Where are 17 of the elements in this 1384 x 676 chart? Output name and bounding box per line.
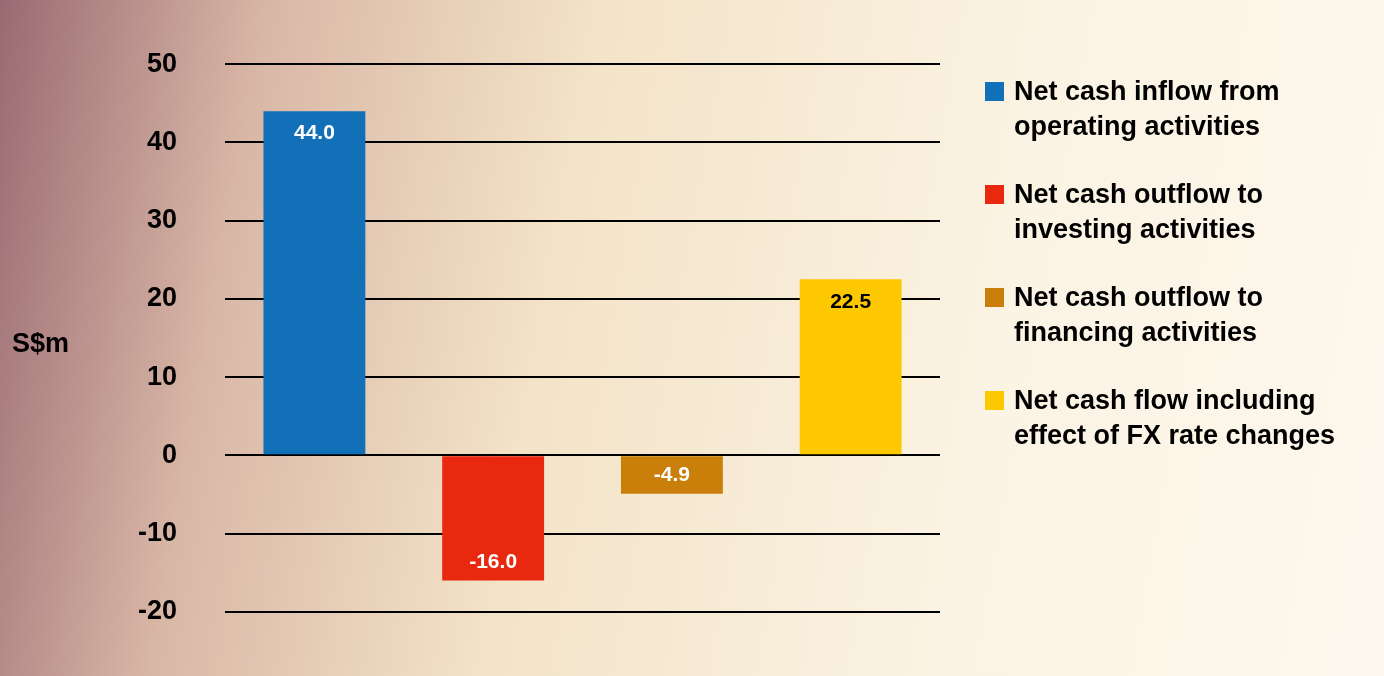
data-label: 22.5 — [830, 288, 872, 312]
y-tick-label: -20 — [137, 595, 178, 626]
data-label: -16.0 — [469, 548, 518, 572]
y-tick-label: -10 — [137, 517, 178, 548]
y-tick-label: 50 — [146, 47, 178, 78]
legend-label: Net cash outflow to financing activities — [1014, 281, 1264, 349]
data-label: 44.0 — [293, 120, 335, 144]
legend-label: Net cash outflow to investing activities — [1014, 178, 1264, 246]
y-axis-title: S$m — [12, 328, 70, 359]
legend-label: Net cash flow including effect of FX rate changes — [1014, 384, 1337, 452]
y-tick-label: 10 — [146, 360, 178, 391]
legend-label: Net cash inflow from operating activities — [1014, 75, 1281, 143]
y-tick-label: 30 — [146, 204, 178, 235]
y-tick-label: 0 — [161, 438, 178, 469]
y-tick-label: 20 — [146, 282, 178, 313]
data-label: -4.9 — [653, 461, 690, 485]
y-tick-label: 40 — [146, 125, 178, 156]
